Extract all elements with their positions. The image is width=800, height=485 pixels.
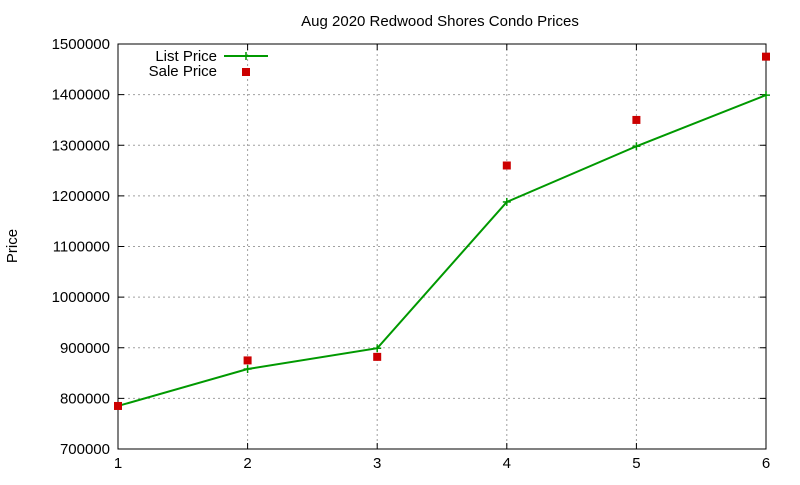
x-tick-label: 5 <box>632 455 640 472</box>
sale-price-point <box>243 356 252 365</box>
y-tick-label: 1200000 <box>52 188 110 205</box>
x-tick-label: 4 <box>503 455 511 472</box>
legend-label-sale-price: Sale Price <box>149 63 217 80</box>
sale-price-point <box>632 115 641 124</box>
sale-price-point <box>502 161 511 170</box>
sale-price-point <box>762 52 770 61</box>
y-tick-label: 1300000 <box>52 137 110 154</box>
y-tick-label: 1400000 <box>52 87 110 104</box>
y-tick-label: 800000 <box>60 390 110 407</box>
list-price-point <box>243 365 252 374</box>
y-tick-label: 900000 <box>60 340 110 357</box>
legend-marker-list-price <box>242 52 250 60</box>
y-axis-label: Price <box>4 229 21 263</box>
list-price-point <box>373 344 382 353</box>
legend-plus-marker <box>242 52 250 60</box>
list-price-line <box>117 94 767 407</box>
x-tick-label: 3 <box>373 455 381 472</box>
y-tick-label: 1500000 <box>52 36 110 53</box>
grid <box>118 44 766 449</box>
x-tick-label: 2 <box>243 455 251 472</box>
sale-price-point <box>373 352 382 361</box>
legend: List Price Sale Price <box>149 48 268 80</box>
legend-marker-sale-price <box>242 68 250 76</box>
x-tick-label: 6 <box>762 455 770 472</box>
series-layer <box>114 52 770 410</box>
y-tick-label: 1100000 <box>53 239 110 256</box>
axis-ticks: 1 2 3 4 5 6 700000 800000 900000 1000000 1100000 12… <box>52 36 771 472</box>
legend-label-list-price: List Price <box>155 48 217 65</box>
y-tick-label: 700000 <box>60 441 110 458</box>
x-tick-label: 1 <box>114 455 122 472</box>
list-price-point <box>502 197 511 206</box>
chart-title: Aug 2020 Redwood Shores Condo Prices <box>301 13 579 30</box>
y-tick-label: 1000000 <box>52 289 110 306</box>
sale-price-point <box>114 401 122 410</box>
list-price-point <box>762 91 770 100</box>
list-price-point <box>632 142 641 151</box>
